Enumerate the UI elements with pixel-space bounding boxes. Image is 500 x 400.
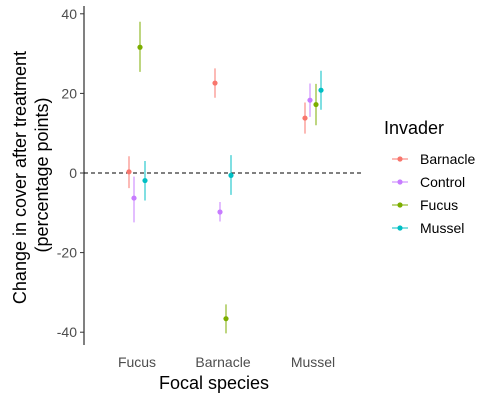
legend-label: Mussel: [420, 220, 464, 236]
y-tick-label: 20: [61, 85, 77, 101]
legend-title: Invader: [384, 118, 444, 138]
data-point: [137, 44, 143, 50]
plot-panel: -40 -20 0 20 40 Fucus Barnacle Mussel: [57, 6, 362, 370]
legend-key-point: [397, 202, 403, 208]
legend-items: Barnacle Control Fucus Mussel: [392, 151, 475, 236]
y-tick-label: 0: [69, 165, 77, 181]
y-axis-title: Change in cover after treatment (percent…: [10, 46, 52, 304]
y-tick-label: -20: [57, 245, 77, 261]
x-tick-label: Mussel: [291, 354, 335, 370]
data-point: [302, 115, 308, 121]
x-tick-label: Fucus: [118, 354, 156, 370]
legend-key-point: [397, 156, 403, 162]
y-axis-title-line-1: Change in cover after treatment: [10, 51, 30, 304]
x-axis-title: Focal species: [159, 373, 269, 393]
legend: Invader Barnacle Control Fucus Mussel: [384, 118, 475, 236]
data-point: [142, 177, 148, 184]
legend-label: Barnacle: [420, 151, 475, 167]
y-tick-label: -40: [57, 324, 77, 340]
legend-label: Fucus: [420, 197, 458, 213]
data-point: [318, 87, 324, 93]
legend-label: Control: [420, 174, 465, 190]
data-point: [313, 101, 319, 108]
data-point: [223, 316, 229, 322]
data-point: [217, 209, 223, 215]
data-point: [228, 172, 234, 178]
y-axis-ticks: -40 -20 0 20 40: [57, 6, 84, 340]
data-marks: [126, 21, 324, 334]
x-axis-ticks: Fucus Barnacle Mussel: [118, 354, 335, 370]
y-tick-label: 40: [61, 6, 77, 22]
data-point: [212, 80, 218, 86]
x-tick-label: Barnacle: [195, 354, 250, 370]
data-point: [126, 169, 132, 175]
y-axis-title-line-2: (percentage points): [32, 97, 52, 252]
data-point: [131, 195, 137, 201]
legend-key-point: [397, 225, 403, 231]
legend-key-point: [397, 179, 403, 185]
data-point: [307, 97, 313, 103]
